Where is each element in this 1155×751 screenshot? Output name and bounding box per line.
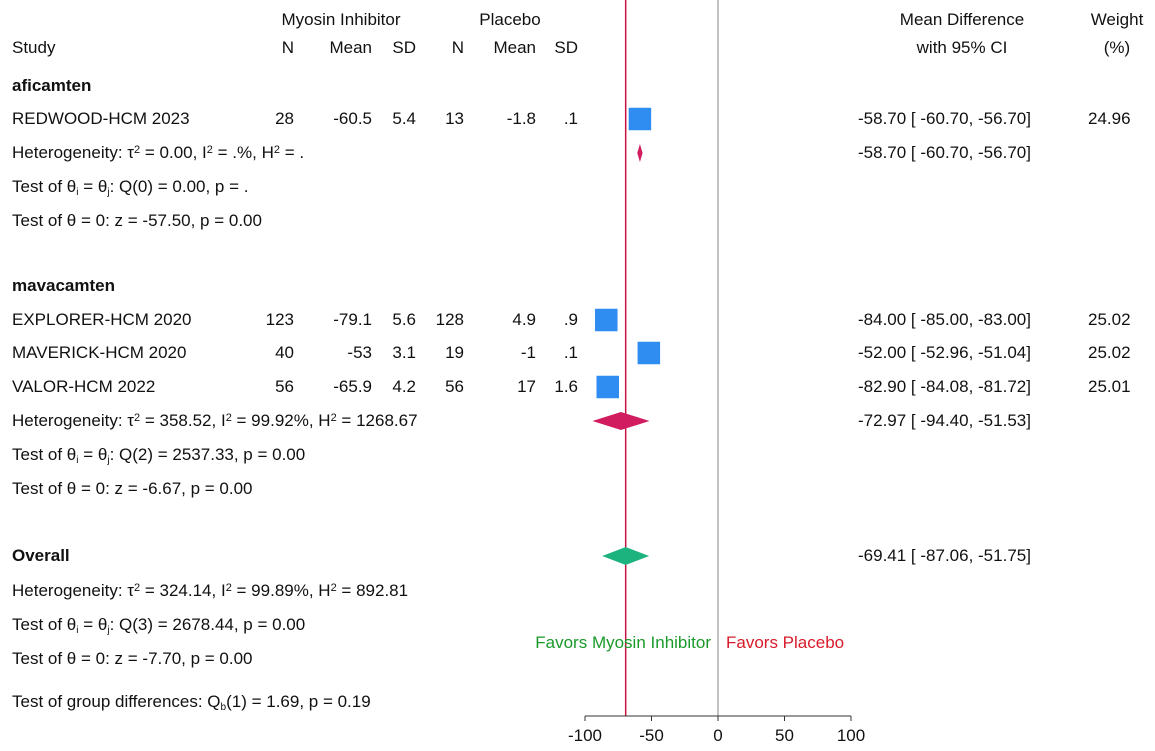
test-equality-mavacamten: Test of θi = θj: Q(2) = 2537.33, p = 0.0… <box>12 445 306 466</box>
overall-ci: -69.41 [ -87.06, -51.75] <box>858 546 1031 565</box>
sd1-column-header: SD <box>392 38 416 57</box>
n2-value: 19 <box>445 343 464 362</box>
study-column-header: Study <box>12 38 56 57</box>
overall-label: Overall <box>12 546 70 565</box>
sd1-value: 5.6 <box>392 310 416 329</box>
n1-value: 28 <box>275 109 294 128</box>
weight-value: 25.01 <box>1088 377 1131 396</box>
study-name: REDWOOD-HCM 2023 <box>12 109 190 128</box>
mean1-value: -79.1 <box>333 310 372 329</box>
mean-difference-header: Mean Difference <box>899 10 1025 29</box>
overall-diamond <box>602 547 650 565</box>
x-tick-label: -50 <box>639 726 664 745</box>
weight-unit-header: (%) <box>1103 38 1131 57</box>
subgroup-diamond <box>592 412 650 430</box>
test-equality-aficamten: Test of θi = θj: Q(0) = 0.00, p = . <box>12 177 249 198</box>
x-tick-label: 0 <box>713 726 722 745</box>
favors-right-label: Favors Placebo <box>726 633 845 652</box>
mean1-value: -53 <box>347 343 372 362</box>
favors-left-label: Favors Myosin Inhibitor <box>535 633 711 652</box>
mean2-value: -1 <box>520 343 536 362</box>
sd1-value: 4.2 <box>392 377 416 396</box>
heterogeneity-mavacamten: Heterogeneity: τ2 = 358.52, I2 = 99.92%,… <box>12 411 418 430</box>
placebo-group-header: Placebo <box>479 10 541 29</box>
n2-column-header: N <box>451 38 464 57</box>
test-zero-overall: Test of θ = 0: z = -7.70, p = 0.00 <box>12 649 253 668</box>
mean2-value: -1.8 <box>506 109 536 128</box>
test-equality-overall: Test of θi = θj: Q(3) = 2678.44, p = 0.0… <box>12 615 306 636</box>
group-label-aficamten: aficamten <box>12 76 92 95</box>
n1-column-header: N <box>281 38 294 57</box>
n2-value: 128 <box>435 310 464 329</box>
mean1-value: -60.5 <box>333 109 372 128</box>
weight-value: 25.02 <box>1088 343 1131 362</box>
test-zero-aficamten: Test of θ = 0: z = -57.50, p = 0.00 <box>12 211 262 230</box>
mean2-value: 17 <box>517 377 536 396</box>
ci-value: -84.00 [ -85.00, -83.00] <box>858 310 1031 329</box>
subgroup-ci-mavacamten: -72.97 [ -94.40, -51.53] <box>858 411 1031 430</box>
n1-value: 123 <box>265 310 294 329</box>
heterogeneity-aficamten: Heterogeneity: τ2 = 0.00, I2 = .%, H2 = … <box>12 143 305 162</box>
weight-value: 25.02 <box>1088 310 1131 329</box>
x-tick-label: 50 <box>775 726 794 745</box>
sd2-value: 1.6 <box>554 377 578 396</box>
ci-value: -58.70 [ -60.70, -56.70] <box>858 109 1031 128</box>
ci-header: with 95% CI <box>916 38 1008 57</box>
mean1-column-header: Mean <box>329 38 372 57</box>
x-tick-label: 100 <box>837 726 865 745</box>
sd2-value: .1 <box>563 109 578 128</box>
ci-value: -52.00 [ -52.96, -51.04] <box>858 343 1031 362</box>
sd1-value: 3.1 <box>392 343 416 362</box>
group-label-mavacamten: mavacamten <box>12 276 116 295</box>
x-tick-label: -100 <box>568 726 602 745</box>
mean2-column-header: Mean <box>493 38 536 57</box>
test-zero-mavacamten: Test of θ = 0: z = -6.67, p = 0.00 <box>12 479 253 498</box>
study-name: MAVERICK-HCM 2020 <box>12 343 187 362</box>
weight-header: Weight <box>1090 10 1144 29</box>
study-name: VALOR-HCM 2022 <box>12 377 156 396</box>
sd2-value: .9 <box>563 310 578 329</box>
study-marker <box>595 308 618 332</box>
n1-value: 40 <box>275 343 294 362</box>
study-marker <box>628 107 652 131</box>
n1-value: 56 <box>275 377 294 396</box>
heterogeneity-overall: Heterogeneity: τ2 = 324.14, I2 = 99.89%,… <box>12 581 409 600</box>
weight-value: 24.96 <box>1088 109 1131 128</box>
ci-value: -82.90 [ -84.08, -81.72] <box>858 377 1031 396</box>
study-marker <box>596 375 619 399</box>
subgroup-diamond <box>637 144 643 162</box>
treatment-group-header: Myosin Inhibitor <box>281 10 401 29</box>
sd2-column-header: SD <box>554 38 578 57</box>
sd2-value: .1 <box>563 343 578 362</box>
mean1-value: -65.9 <box>333 377 372 396</box>
subgroup-ci-aficamten: -58.70 [ -60.70, -56.70] <box>858 143 1031 162</box>
mean2-value: 4.9 <box>512 310 536 329</box>
study-name: EXPLORER-HCM 2020 <box>12 310 192 329</box>
n2-value: 13 <box>445 109 464 128</box>
study-marker <box>637 341 661 365</box>
test-group-differences: Test of group differences: Qb(1) = 1.69,… <box>12 692 371 713</box>
sd1-value: 5.4 <box>392 109 416 128</box>
n2-value: 56 <box>445 377 464 396</box>
